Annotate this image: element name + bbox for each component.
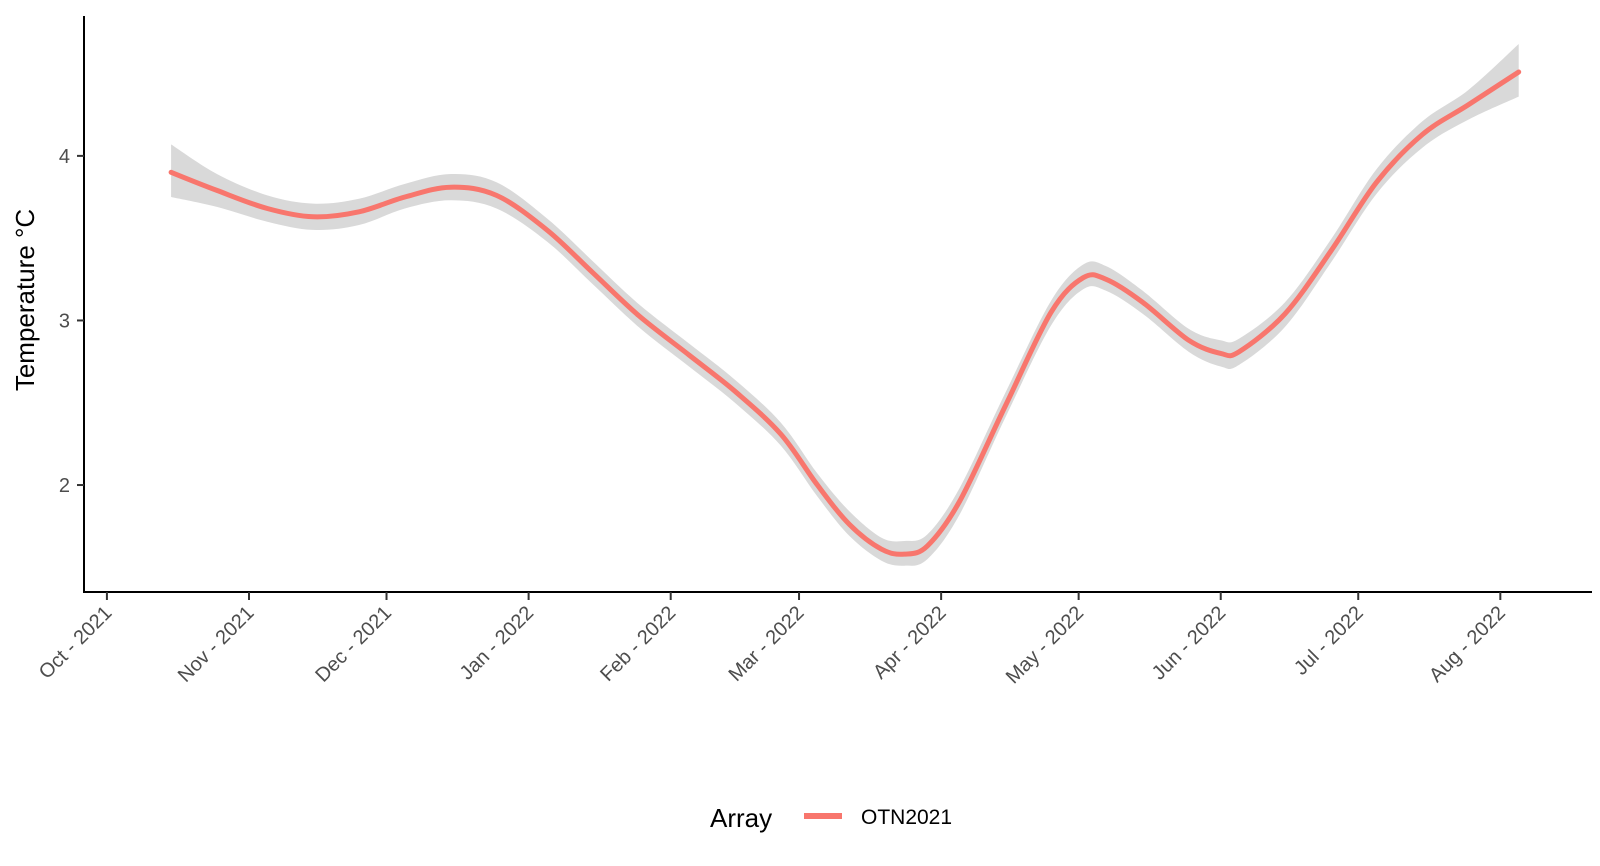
y-axis-ticks: 2 3 4 <box>59 146 84 497</box>
x-tick-label: May - 2022 <box>1002 602 1088 688</box>
x-axis-ticks: Oct - 2021 Nov - 2021 Dec - 2021 Jan - 2022… <box>35 592 1510 688</box>
y-tick-label: 2 <box>59 475 70 497</box>
x-tick-label: Oct - 2021 <box>35 602 117 684</box>
x-tick-label: Nov - 2021 <box>174 602 259 687</box>
x-tick-label: Aug - 2022 <box>1425 602 1510 687</box>
x-tick-label: Jan - 2022 <box>456 602 538 684</box>
x-tick-label: Feb - 2022 <box>596 602 680 686</box>
plot-area <box>168 44 1522 566</box>
x-tick-label: Apr - 2022 <box>869 602 951 684</box>
y-tick-label: 3 <box>59 310 70 332</box>
y-tick-label: 4 <box>59 146 70 168</box>
x-tick-label: Mar - 2022 <box>725 602 809 686</box>
x-tick-label: Dec - 2021 <box>311 602 396 687</box>
legend-title: Array <box>710 803 772 833</box>
y-axis-title: Temperature °C <box>10 209 40 391</box>
legend-label-otn2021: OTN2021 <box>861 806 952 829</box>
legend: Array OTN2021 <box>710 803 952 833</box>
x-tick-label: Jul - 2022 <box>1290 602 1368 680</box>
confidence-band <box>171 44 1519 566</box>
x-tick-label: Jun - 2022 <box>1148 602 1230 684</box>
series-line-otn2021 <box>168 69 1522 557</box>
